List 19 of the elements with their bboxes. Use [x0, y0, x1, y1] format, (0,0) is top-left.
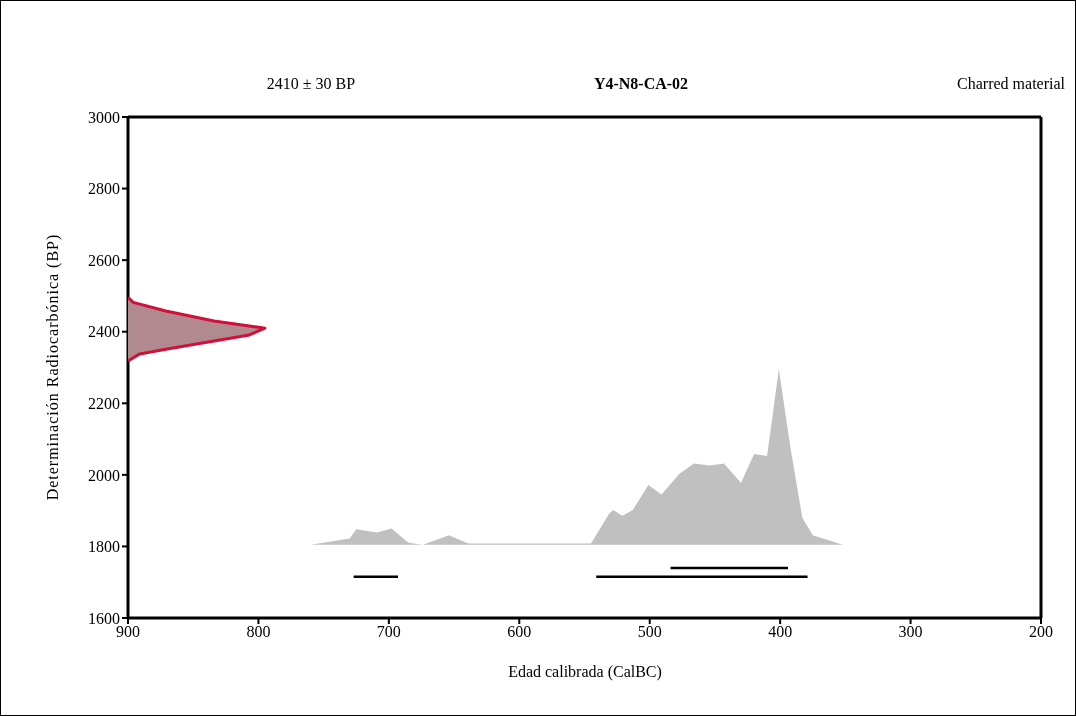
y-tick-label: 1800: [88, 538, 120, 556]
chart-subtitle: Charred material: [957, 75, 1065, 93]
y-axis-title: Determinación Radiocarbónica (BP): [44, 233, 62, 501]
x-tick-label: 700: [376, 623, 401, 641]
x-tick-label: 200: [1029, 623, 1053, 641]
chart-title: Y4-N8-CA-02: [592, 75, 690, 93]
y-tick-label: 2400: [88, 323, 120, 341]
y-tick-label: 2600: [88, 251, 120, 269]
x-tick-label: 300: [898, 623, 923, 641]
x-tick-label: 800: [246, 623, 271, 641]
y-tick-label: 2800: [88, 180, 120, 198]
y-tick-label: 2200: [88, 394, 120, 412]
x-axis-title: Edad calibrada (CalBC): [507, 663, 663, 681]
y-tick-label: 3000: [88, 108, 120, 126]
x-tick-label: 500: [637, 623, 662, 641]
x-tick-label: 400: [768, 623, 793, 641]
x-tick-label: 600: [507, 623, 532, 641]
text: 2410 ± 30 BP: [265, 75, 357, 93]
y-tick-label: 2000: [88, 466, 120, 484]
